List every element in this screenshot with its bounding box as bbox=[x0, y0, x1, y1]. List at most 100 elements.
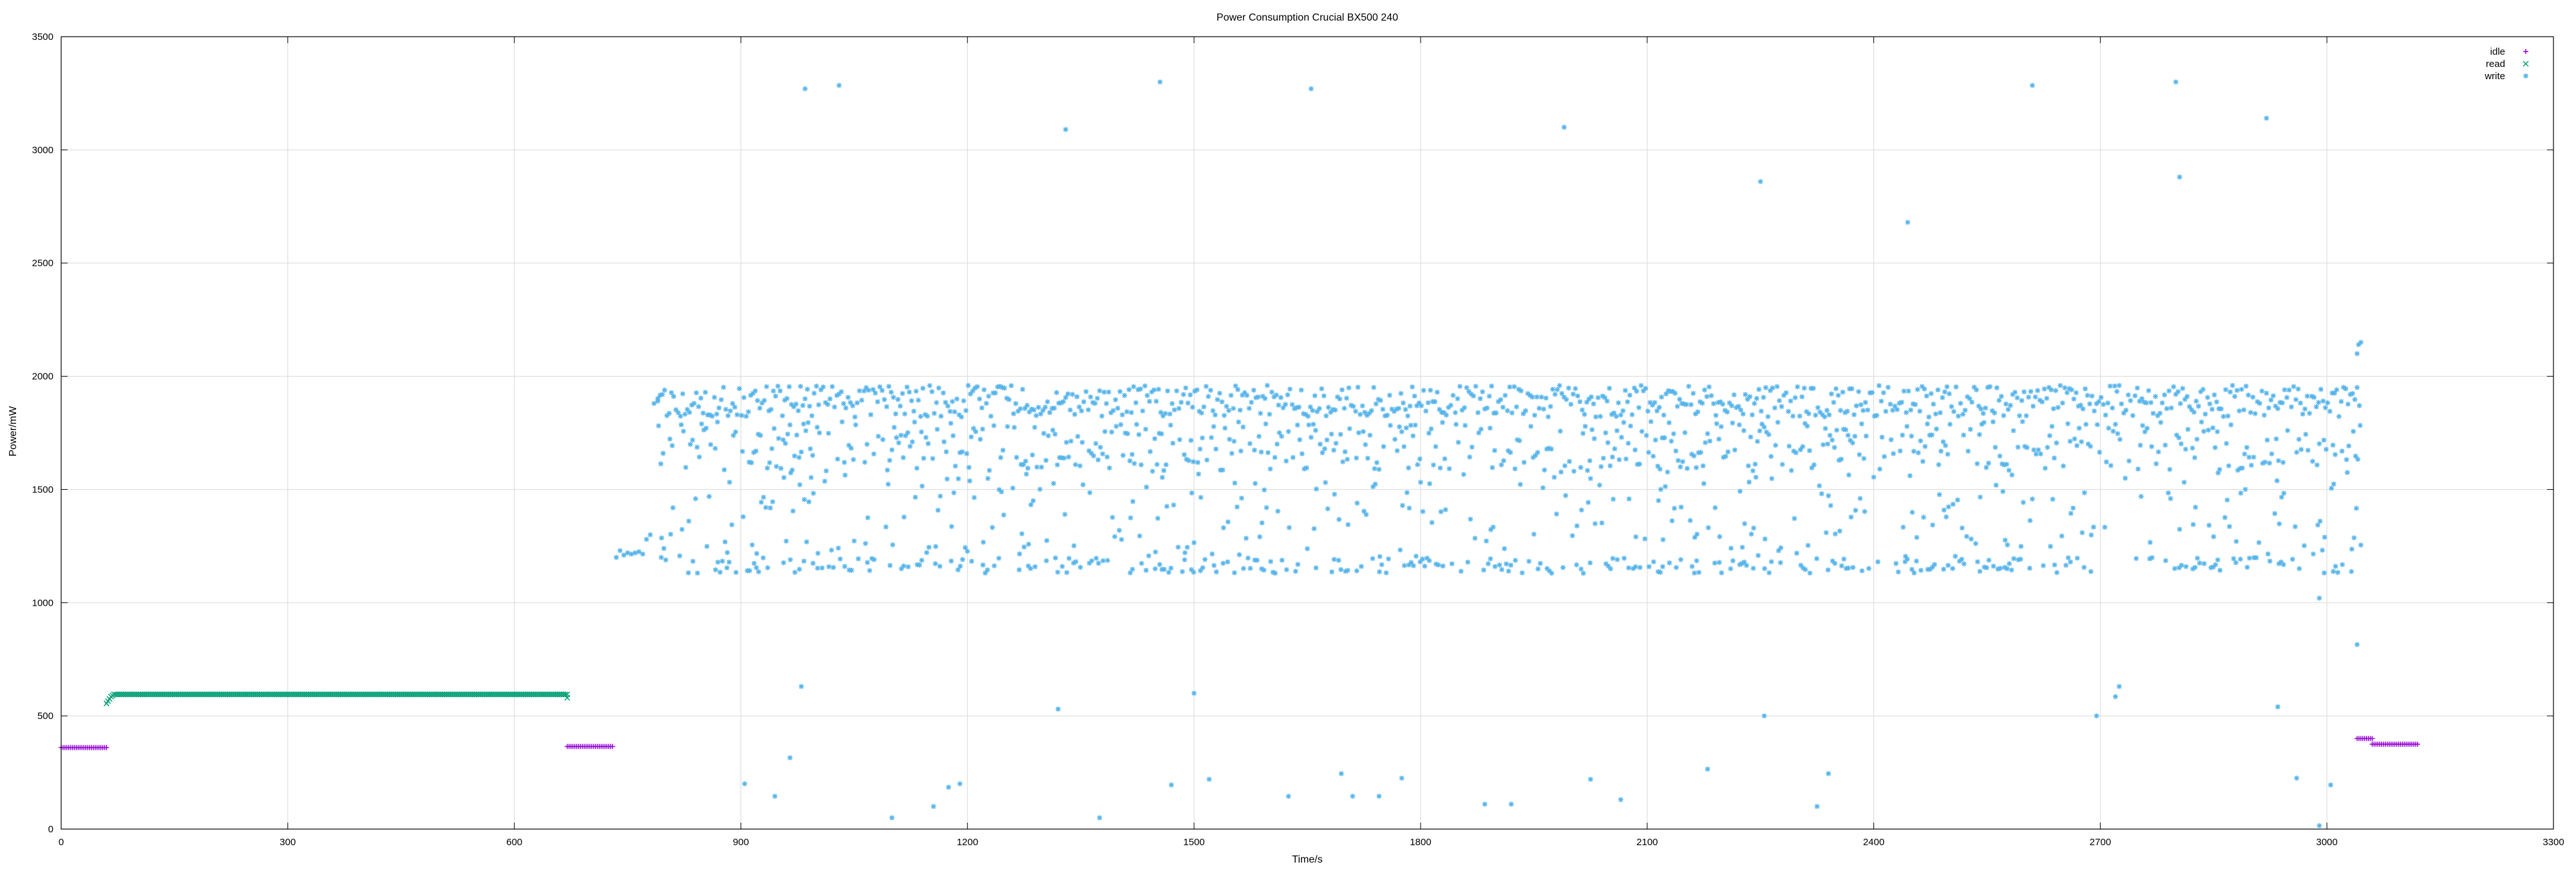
data-point bbox=[1361, 509, 1367, 514]
marker-stroke bbox=[1313, 428, 1318, 433]
marker-stroke bbox=[747, 568, 752, 574]
data-point bbox=[1235, 387, 1241, 393]
marker-stroke bbox=[824, 468, 829, 474]
marker-stroke bbox=[952, 463, 958, 469]
marker-stroke bbox=[1079, 440, 1085, 445]
marker-stroke bbox=[1311, 422, 1316, 427]
marker-stroke bbox=[842, 472, 848, 478]
marker-stroke bbox=[1306, 422, 1311, 427]
marker-stroke bbox=[755, 398, 760, 403]
data-point bbox=[1119, 412, 1125, 418]
data-point bbox=[1231, 438, 1237, 444]
data-point bbox=[1332, 407, 1338, 413]
data-point bbox=[808, 446, 813, 452]
data-point bbox=[1298, 388, 1304, 393]
marker-stroke bbox=[714, 411, 719, 416]
data-point bbox=[1211, 563, 1217, 568]
marker-stroke bbox=[1004, 396, 1009, 401]
marker-stroke bbox=[1068, 438, 1074, 444]
marker-stroke bbox=[1305, 546, 1310, 551]
marker-stroke bbox=[1191, 570, 1197, 575]
marker-stroke bbox=[985, 567, 990, 572]
data-point bbox=[877, 384, 883, 389]
data-point bbox=[1119, 537, 1124, 543]
data-point bbox=[669, 443, 675, 449]
marker-stroke bbox=[1331, 447, 1336, 453]
data-point bbox=[1325, 404, 1331, 410]
marker-stroke bbox=[1068, 407, 1073, 413]
marker-stroke bbox=[1305, 414, 1311, 419]
data-point bbox=[974, 384, 980, 389]
marker-stroke bbox=[1061, 456, 1066, 461]
data-point bbox=[927, 383, 933, 389]
data-point bbox=[781, 474, 787, 480]
data-point bbox=[1122, 393, 1128, 398]
data-point bbox=[1167, 411, 1173, 417]
marker-stroke bbox=[1128, 515, 1133, 521]
data-point bbox=[1110, 407, 1116, 413]
marker-stroke bbox=[1338, 567, 1343, 572]
marker-stroke bbox=[1125, 431, 1130, 436]
data-point bbox=[795, 408, 801, 414]
marker-stroke bbox=[1257, 534, 1262, 539]
marker-stroke bbox=[1127, 458, 1132, 463]
data-point bbox=[765, 565, 771, 571]
data-point bbox=[1116, 527, 1122, 533]
data-point bbox=[1343, 395, 1349, 401]
marker-stroke bbox=[688, 442, 693, 447]
data-point bbox=[960, 557, 965, 563]
data-point bbox=[1307, 404, 1313, 410]
data-point bbox=[613, 554, 619, 560]
marker-stroke bbox=[1252, 447, 1257, 453]
marker-stroke bbox=[1106, 389, 1112, 395]
marker-stroke bbox=[917, 563, 922, 568]
data-point bbox=[629, 551, 634, 557]
marker-stroke bbox=[767, 460, 772, 465]
marker-stroke bbox=[1286, 429, 1291, 434]
data-point bbox=[1030, 452, 1036, 458]
data-point bbox=[909, 398, 914, 404]
grid-layer bbox=[61, 36, 2554, 830]
marker-stroke bbox=[1219, 399, 1225, 404]
data-point bbox=[1231, 406, 1236, 411]
marker-stroke bbox=[1009, 383, 1014, 388]
data-point bbox=[1100, 451, 1106, 457]
data-point bbox=[868, 412, 874, 418]
data-point bbox=[1068, 438, 1074, 444]
marker-stroke bbox=[723, 407, 728, 412]
data-point bbox=[1143, 426, 1149, 432]
marker-stroke bbox=[1075, 434, 1081, 439]
marker-stroke bbox=[614, 555, 619, 560]
marker-stroke bbox=[1168, 566, 1173, 571]
marker-stroke bbox=[1064, 440, 1069, 445]
marker-stroke bbox=[1143, 427, 1148, 432]
data-point bbox=[1267, 466, 1273, 472]
data-point bbox=[916, 562, 922, 568]
data-point bbox=[826, 431, 831, 436]
data-point bbox=[1238, 495, 1244, 501]
data-point bbox=[1188, 438, 1194, 444]
data-point bbox=[862, 460, 867, 465]
marker-stroke bbox=[1122, 431, 1128, 436]
data-point bbox=[733, 429, 739, 435]
data-point bbox=[1341, 406, 1347, 411]
marker-stroke bbox=[841, 401, 846, 406]
marker-stroke bbox=[956, 567, 961, 572]
data-point bbox=[1199, 435, 1205, 441]
marker-stroke bbox=[1150, 469, 1155, 474]
data-point bbox=[923, 434, 929, 440]
marker-stroke bbox=[1189, 567, 1194, 572]
marker-stroke bbox=[755, 432, 761, 437]
data-point bbox=[891, 424, 897, 430]
marker-stroke bbox=[961, 398, 966, 404]
data-point bbox=[1362, 409, 1368, 415]
marker-stroke bbox=[983, 570, 988, 575]
data-point bbox=[889, 447, 895, 453]
data-point bbox=[1208, 388, 1213, 393]
data-point bbox=[722, 539, 728, 545]
marker-stroke bbox=[993, 390, 998, 395]
marker-stroke bbox=[910, 439, 915, 444]
marker-stroke bbox=[721, 385, 726, 390]
marker-stroke bbox=[1184, 457, 1189, 462]
marker-stroke bbox=[1159, 431, 1164, 436]
